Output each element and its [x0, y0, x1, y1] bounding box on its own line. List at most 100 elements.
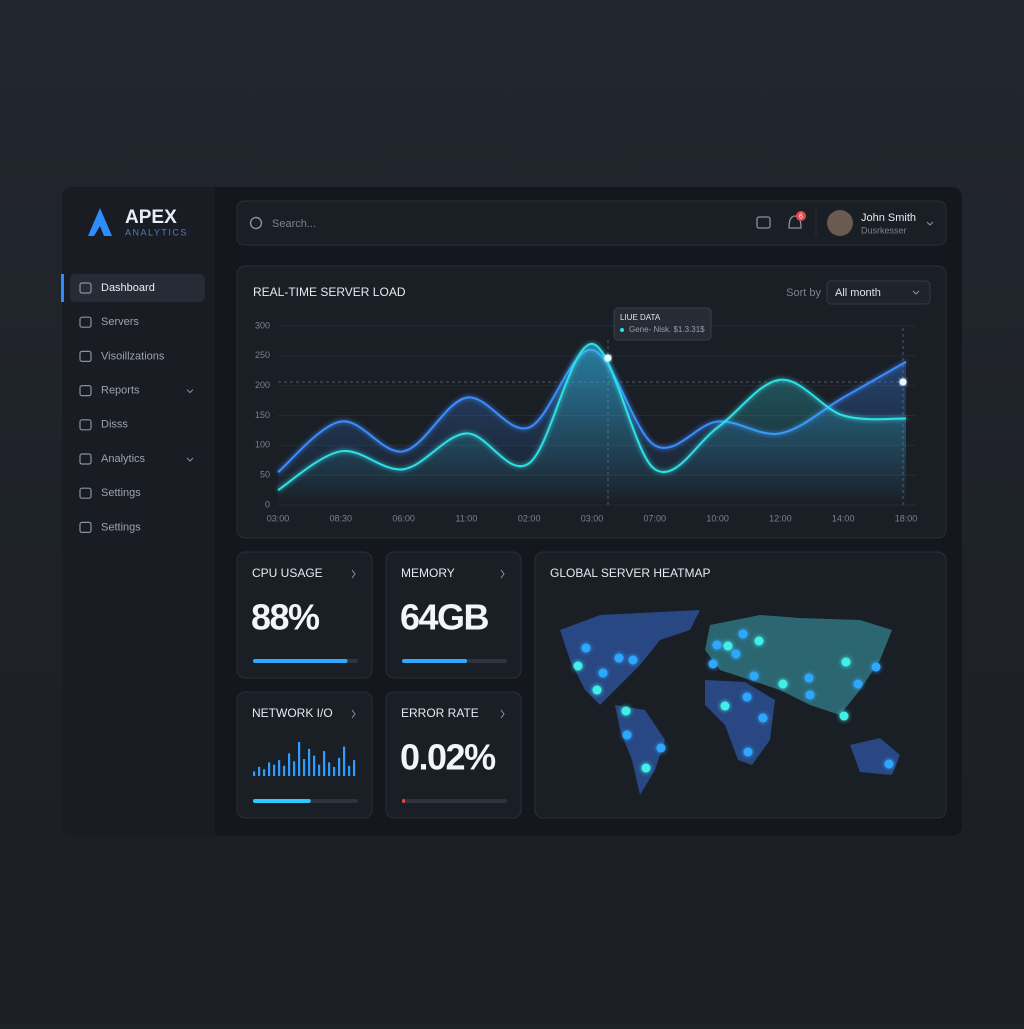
metric-card[interactable] — [385, 551, 522, 679]
server-dot[interactable] — [749, 671, 759, 681]
server-dot[interactable] — [621, 706, 631, 716]
spark-bar — [353, 760, 356, 776]
sort-chevron — [912, 290, 920, 295]
search-icon — [249, 216, 263, 230]
spark-bar — [343, 746, 346, 776]
server-dot[interactable] — [743, 747, 753, 757]
metric-title: NETWORK I/O — [252, 706, 333, 720]
bell-icon[interactable] — [788, 215, 802, 229]
metric-card[interactable] — [385, 691, 522, 819]
nav-chevron[interactable] — [186, 389, 194, 394]
server-dot[interactable] — [884, 759, 894, 769]
avatar[interactable] — [827, 210, 853, 236]
spark-bar — [293, 761, 296, 776]
progress-track — [402, 799, 507, 803]
nav-label[interactable]: Servers — [101, 316, 139, 328]
sort-value: All month — [835, 287, 881, 299]
server-dot[interactable] — [758, 713, 768, 723]
progress-fill — [253, 659, 348, 663]
metric-chevron — [500, 569, 505, 579]
server-dot[interactable] — [720, 701, 730, 711]
spark-bar — [333, 766, 336, 776]
logo — [88, 208, 112, 236]
server-dot[interactable] — [628, 655, 638, 665]
messages-icon[interactable] — [756, 216, 771, 229]
spark-bar — [298, 742, 301, 776]
spark-bar — [258, 766, 261, 776]
nav-chevron[interactable] — [186, 457, 194, 462]
x-tick-label: 11:00 — [455, 513, 477, 523]
sort-label: Sort by — [786, 287, 821, 299]
nav-icon — [79, 385, 92, 397]
server-dot[interactable] — [804, 673, 814, 683]
server-dot[interactable] — [622, 730, 632, 740]
x-tick-label: 08:30 — [330, 513, 353, 523]
spark-bar — [263, 769, 266, 776]
badge — [796, 211, 806, 221]
spark-bar — [313, 755, 316, 776]
search-bar[interactable] — [236, 200, 947, 246]
spark-bar — [308, 748, 311, 776]
nav-label[interactable]: Settings — [101, 521, 141, 533]
x-tick-label: 10:00 — [706, 513, 729, 523]
server-dot[interactable] — [853, 679, 863, 689]
metric-value: 0.02% — [400, 737, 496, 778]
nav-label[interactable]: Reports — [101, 385, 140, 397]
metric-card[interactable] — [236, 551, 373, 679]
x-tick-label: 03:00 — [267, 513, 290, 523]
server-dot[interactable] — [723, 641, 733, 651]
server-dot[interactable] — [738, 629, 748, 639]
y-tick-label: 200 — [255, 380, 270, 390]
spark-bar — [283, 765, 286, 776]
progress-fill — [402, 659, 468, 663]
nav-icon — [79, 453, 92, 465]
nav-icon — [79, 521, 92, 534]
area — [278, 343, 906, 505]
spark-bar — [273, 764, 276, 776]
server-dot[interactable] — [573, 661, 583, 671]
x-tick-label: 03:00 — [581, 513, 604, 523]
spark-bar — [323, 751, 326, 776]
spark-bar — [318, 764, 321, 776]
line — [277, 342, 907, 491]
server-dot[interactable] — [805, 690, 815, 700]
sort-select[interactable] — [826, 280, 931, 305]
server-dot[interactable] — [581, 643, 591, 653]
nav-label[interactable]: Dashboard — [101, 282, 155, 294]
server-dot[interactable] — [871, 662, 881, 672]
server-dot[interactable] — [839, 711, 849, 721]
y-tick-label: 300 — [255, 320, 270, 330]
tooltip — [613, 307, 712, 341]
spark-bar — [253, 771, 256, 776]
server-dot[interactable] — [656, 743, 666, 753]
metric-value: 64GB — [400, 597, 489, 638]
africa — [705, 680, 775, 765]
nav-label[interactable]: Visoillzations — [101, 350, 165, 362]
user-role: Dusrkesser — [861, 225, 907, 235]
server-dot[interactable] — [778, 679, 788, 689]
x-tick-label: 14:00 — [832, 513, 855, 523]
metric-card[interactable] — [236, 691, 373, 819]
server-dot[interactable] — [598, 668, 608, 678]
server-dot[interactable] — [712, 640, 722, 650]
nav-label[interactable]: Analytics — [101, 453, 146, 465]
server-dot[interactable] — [731, 649, 741, 659]
server-dot[interactable] — [614, 653, 624, 663]
server-dot[interactable] — [592, 685, 602, 695]
server-dot[interactable] — [841, 657, 851, 667]
server-dot[interactable] — [742, 692, 752, 702]
user-chevron[interactable] — [926, 221, 934, 226]
nav-label[interactable]: Settings — [101, 487, 141, 499]
metric-chevron — [351, 709, 356, 719]
y-tick-label: 100 — [255, 440, 270, 450]
nav-icon — [79, 282, 92, 294]
x-tick-label: 12:00 — [769, 513, 792, 523]
server-dot[interactable] — [641, 763, 651, 773]
spark-bar — [278, 760, 281, 776]
server-dot[interactable] — [754, 636, 764, 646]
heatmap-title: GLOBAL SERVER HEATMAP — [550, 566, 711, 580]
nav-label[interactable]: Disss — [101, 419, 128, 431]
metric-value: 88% — [251, 597, 320, 638]
server-dot[interactable] — [708, 659, 718, 669]
